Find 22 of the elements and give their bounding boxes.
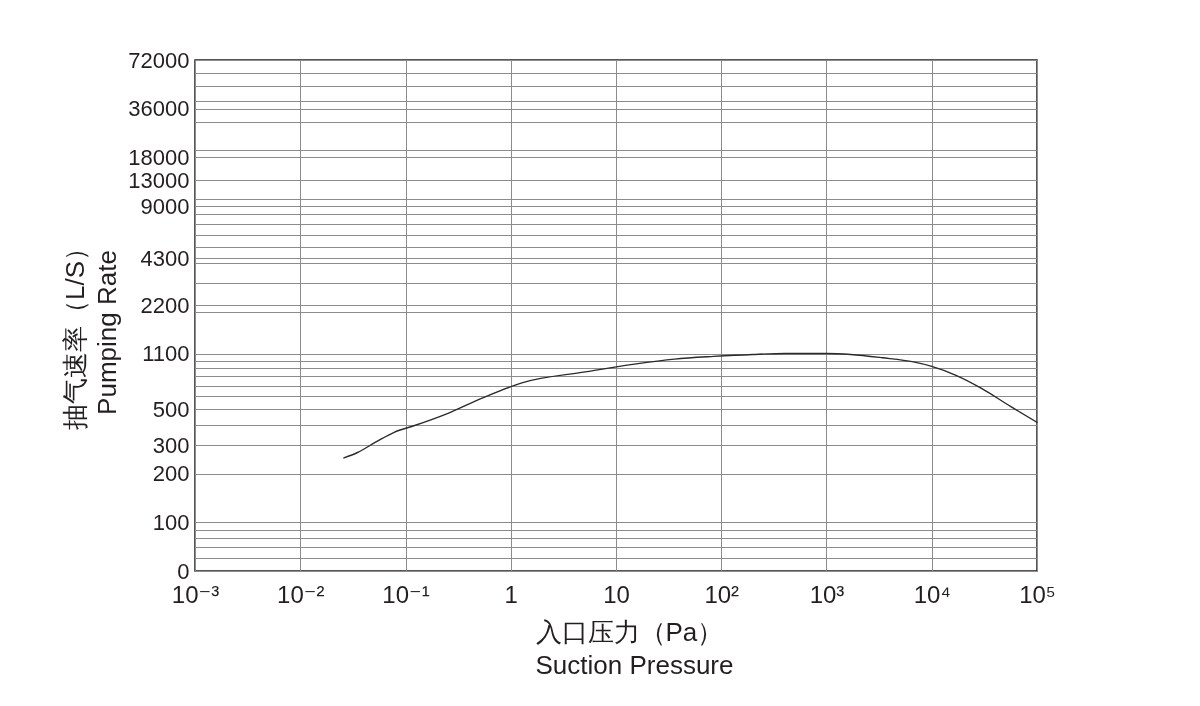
y-tick-label: 1100 — [142, 341, 190, 367]
x-tick-label: 10⁴ — [913, 580, 951, 608]
y-tick-label: 300 — [152, 432, 190, 458]
x-tick-label: 10⁻¹ — [382, 580, 430, 608]
x-tick-label: 10⁻² — [277, 580, 325, 608]
y-tick-label: 200 — [152, 461, 190, 487]
y-tick-label: 36000 — [128, 96, 190, 122]
y-tick-label: 18000 — [128, 144, 190, 170]
x-tick-label: 10³ — [809, 580, 845, 608]
x-axis-title: 入口压力（Pa） Suction Pressure — [535, 616, 734, 680]
x-tick-label: 10 — [603, 580, 630, 608]
x-tick-label: 10⁵ — [1019, 580, 1056, 608]
y-tick-label: 4300 — [140, 245, 190, 271]
y-tick-label: 72000 — [128, 47, 190, 73]
y-axis-title: 抽气速率（L/S） Pumping Rate — [59, 234, 122, 431]
y-tick-label: 2200 — [140, 292, 190, 318]
x-tick-label: 1 — [504, 580, 518, 608]
y-tick-label: 500 — [152, 396, 190, 422]
x-tick-label: 10² — [704, 580, 740, 608]
y-tick-label: 9000 — [140, 193, 190, 219]
y-tick-label: 13000 — [128, 167, 190, 193]
y-tick-label: 100 — [152, 509, 190, 535]
